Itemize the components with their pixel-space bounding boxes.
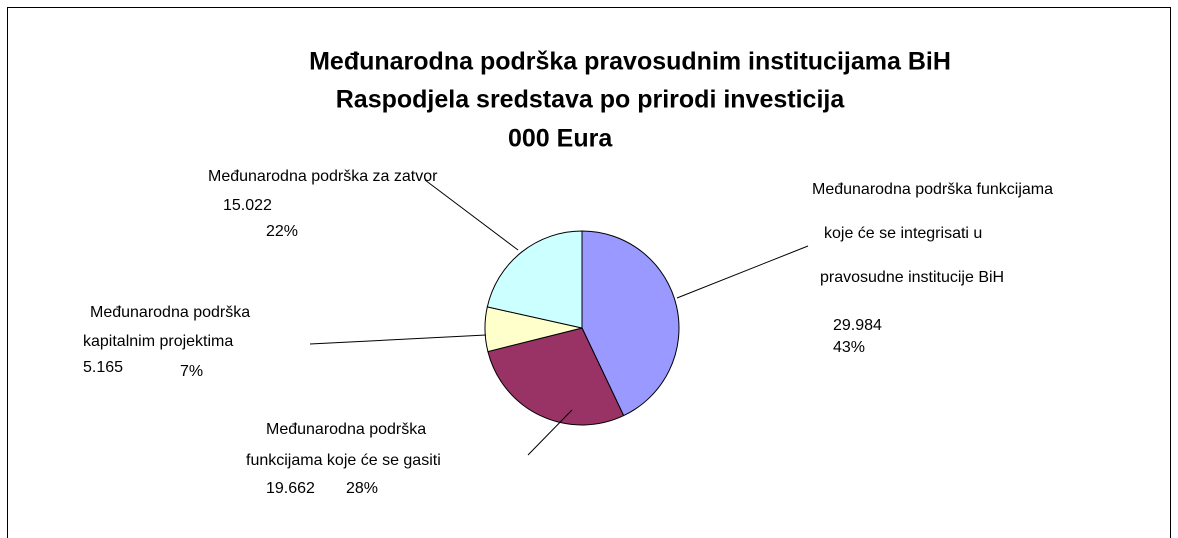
category-label: pravosudne institucije BiH [820,269,1004,286]
category-label: kapitalnim projektima [83,333,233,350]
category-label: koje će se integrisati u [824,225,982,242]
leader-line [676,245,809,299]
pie-slice [581,230,680,417]
leader-line [309,334,487,345]
chart-title: Međunarodna podrška pravosudnim instituc… [309,48,951,76]
category-label: Međunarodna podrška [90,304,250,321]
chart-subtitle: Raspodjela sredstava po prirodi investic… [336,86,846,114]
leader-line [527,409,573,456]
pie-slice [486,230,583,329]
category-label: funkcijama koje će se gasiti [246,452,441,469]
value-label: 5.165 [83,359,123,376]
percent-label: 22% [266,223,298,240]
frame [7,7,1171,538]
value-label: 29.984 [833,317,882,334]
leader-line [424,179,519,251]
value-label: 19.662 [266,480,315,497]
percent-label: 7% [180,363,203,380]
unit-label: 000 Eura [508,125,613,153]
category-label: Međunarodna podrška [266,421,426,438]
percent-label: 28% [346,480,378,497]
category-label: Međunarodna podrška funkcijama [812,181,1053,198]
percent-label: 43% [833,339,865,356]
value-label: 15.022 [223,197,272,214]
pie-slice [487,327,625,426]
category-label: Međunarodna podrška za zatvor [208,168,438,185]
